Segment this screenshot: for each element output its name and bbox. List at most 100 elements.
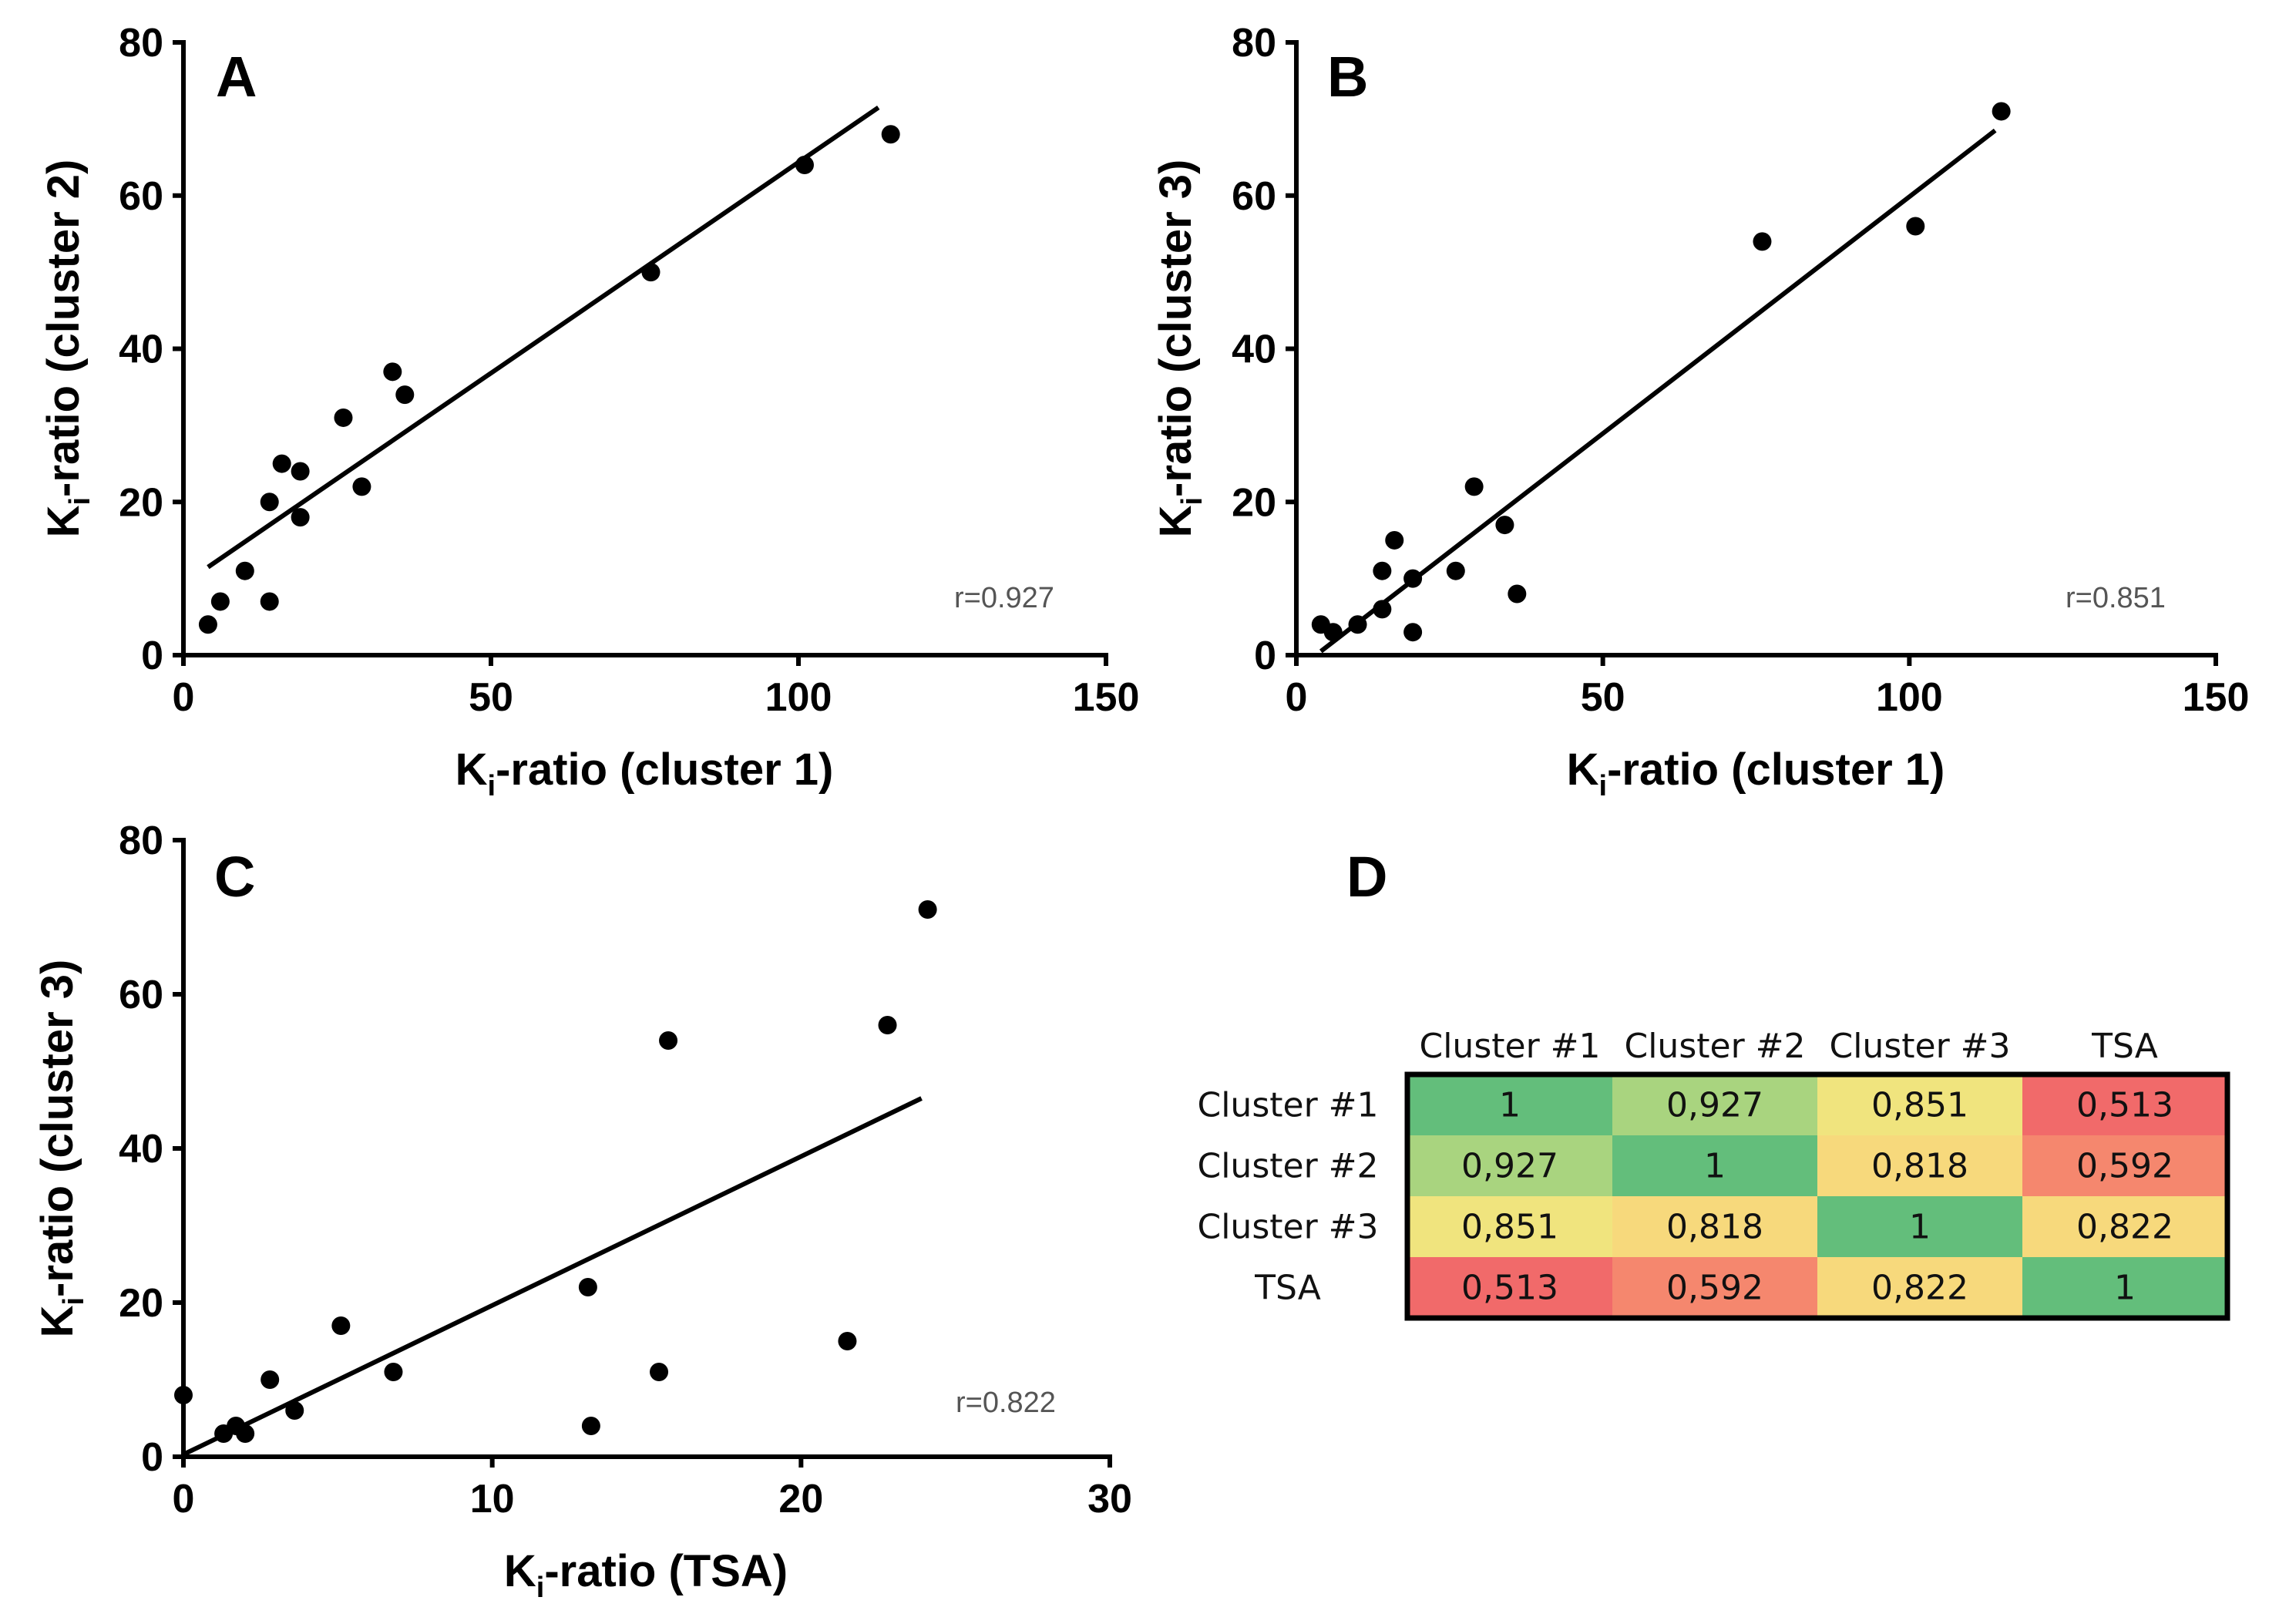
table-row-header: Cluster #1: [1197, 1086, 1378, 1125]
table-cell: 0,513: [1461, 1269, 1558, 1308]
panel-b-data-point: [1464, 477, 1484, 496]
panel-c-data-point: [578, 1278, 597, 1296]
panel-a-data-point: [272, 454, 291, 473]
panel-a-fit-line: [207, 105, 880, 570]
panel-b-y-ticks: 0 20 40 60 80: [1232, 21, 1296, 678]
table-cell-background: [1407, 1074, 1612, 1135]
panel-a-points: [198, 125, 900, 634]
table-cell-background: [1817, 1196, 2022, 1257]
panel-c-x-tick-label: 0: [173, 1477, 195, 1521]
table-cell-background: [2022, 1074, 2227, 1135]
panel-b-data-point: [1446, 561, 1465, 580]
panel-a-data-point: [291, 508, 310, 527]
panel-a-letter: A: [216, 45, 257, 109]
table-cell: 1: [1704, 1147, 1726, 1186]
panel-b-y-tick-label: 60: [1232, 174, 1276, 219]
table-cell: 0,592: [1666, 1269, 1763, 1308]
panel-a-y-ticks: 0 20 40 60 80: [119, 21, 183, 678]
panel-b-data-point: [1753, 232, 1772, 251]
panel-b-y-tick-label: 80: [1232, 21, 1276, 66]
table-cell-background: [1612, 1074, 1817, 1135]
panel-c-y-label: Ki-ratio (cluster 3): [32, 960, 90, 1338]
panel-b-y-tick-label: 0: [1254, 634, 1276, 678]
panel-a-data-point: [352, 477, 371, 496]
table-cell-background: [2022, 1257, 2227, 1318]
panel-a-x-ticks: 0 50 100 150: [173, 655, 1140, 720]
panel-c-x-label: Ki-ratio (TSA): [504, 1546, 788, 1604]
panel-b-data-point: [1508, 584, 1527, 604]
panel-a-y-label: Ki-ratio (cluster 2): [39, 160, 96, 538]
panel-a-y-tick-label: 80: [119, 21, 163, 66]
panel-b-data-point: [1495, 516, 1514, 535]
panel-b-x-label: Ki-ratio (cluster 1): [1567, 745, 1945, 802]
table-cell: 0,927: [1666, 1086, 1763, 1125]
panel-b-y-label: Ki-ratio (cluster 3): [1151, 160, 1208, 538]
panel-a-data-point: [881, 125, 900, 144]
table-cell: 0,818: [1666, 1208, 1763, 1247]
table-cell-background: [2022, 1135, 2227, 1196]
panel-c-data-point: [838, 1332, 857, 1350]
panel-c-fit-line: [182, 1096, 923, 1457]
panel-a-x-tick-label: 150: [1073, 675, 1140, 720]
table-cell-background: [1612, 1196, 1817, 1257]
panel-b-x-ticks: 0 50 100 150: [1286, 655, 2250, 720]
panel-a-data-point: [291, 462, 310, 481]
table-cell-background: [1817, 1135, 2022, 1196]
table-cell: 0,927: [1461, 1147, 1558, 1186]
panel-a-x-tick-label: 100: [765, 675, 832, 720]
panel-a-y-tick-label: 0: [141, 634, 163, 678]
panel-c-letter: C: [214, 845, 255, 909]
panel-a-annotation: r=0.927: [954, 582, 1054, 614]
table-cell: 0,592: [2076, 1147, 2173, 1186]
table-cell: 0,822: [2076, 1208, 2173, 1247]
panel-b-data-point: [1323, 623, 1343, 642]
table-border: [1404, 1071, 2230, 1321]
panel-c-y-tick-label: 40: [119, 1127, 163, 1172]
panel-a-x-tick-label: 50: [469, 675, 513, 720]
panel-b: B 0 20 40 60 80 0 50 100 150 r=0.851 Ki-ratio (…: [1151, 21, 2249, 802]
panel-b-data-point: [1348, 615, 1367, 634]
panel-d: D Cluster #1 Cluster #2 Cluster #3 TSAClust…: [1197, 845, 2230, 1321]
table-cell-background: [1817, 1257, 2022, 1318]
panel-c-annotation: r=0.822: [956, 1387, 1056, 1419]
table-cell-background: [1407, 1135, 1612, 1196]
panel-a-y-tick-label: 60: [119, 174, 163, 219]
table-cell-background: [2022, 1196, 2227, 1257]
panel-b-x-tick-label: 50: [1581, 675, 1625, 720]
panel-a-data-point: [334, 408, 353, 427]
panel-c-x-tick-label: 10: [470, 1477, 515, 1521]
panel-a-data-point: [395, 385, 415, 405]
panel-b-x-tick-label: 150: [2183, 675, 2250, 720]
panel-c-points: [174, 900, 937, 1443]
panel-a-x-tick-label: 0: [173, 675, 195, 720]
table-row-header: Cluster #2: [1197, 1147, 1378, 1186]
panel-b-data-point: [1385, 530, 1404, 550]
panel-c-x-ticks: 0 10 20 30: [173, 1457, 1132, 1521]
panel-c-data-point: [384, 1363, 403, 1381]
panel-c: C 0 20 40 60 80 0 10 20 30 r=0.822 Ki-ratio (TS…: [32, 819, 1132, 1604]
panel-b-letter: B: [1327, 45, 1368, 109]
panel-a-data-point: [795, 156, 814, 174]
panel-a: A 0 20 40 60 80 0 50 100 150 r=0.927 Ki-ratio (…: [39, 21, 1139, 802]
panel-b-data-point: [1373, 600, 1392, 619]
panel-c-y-tick-label: 80: [119, 819, 163, 863]
panel-c-data-point: [650, 1363, 669, 1381]
panel-c-y-ticks: 0 20 40 60 80: [119, 819, 183, 1480]
table-cell: 0,851: [1871, 1086, 1968, 1125]
table-cell-background: [1612, 1135, 1817, 1196]
table-cell: 0,822: [1871, 1269, 1968, 1308]
table-cell-background: [1407, 1196, 1612, 1257]
table-cell-background: [1407, 1257, 1612, 1318]
panel-b-data-point: [1403, 623, 1423, 642]
correlation-table: Cluster #1 Cluster #2 Cluster #3 TSA Cluster…: [1197, 1027, 2230, 1321]
panel-c-x-tick-label: 30: [1087, 1477, 1132, 1521]
panel-c-data-point: [878, 1016, 897, 1034]
table-cell: 1: [2114, 1269, 2136, 1308]
panel-a-data-point: [383, 362, 402, 382]
panel-b-data-point: [1373, 561, 1392, 580]
table-cell: 1: [1499, 1086, 1521, 1125]
table-cell-background: [1817, 1074, 2022, 1135]
panel-a-data-point: [260, 592, 279, 611]
table-cell-background: [1612, 1257, 1817, 1318]
panel-c-data-point: [581, 1417, 600, 1435]
